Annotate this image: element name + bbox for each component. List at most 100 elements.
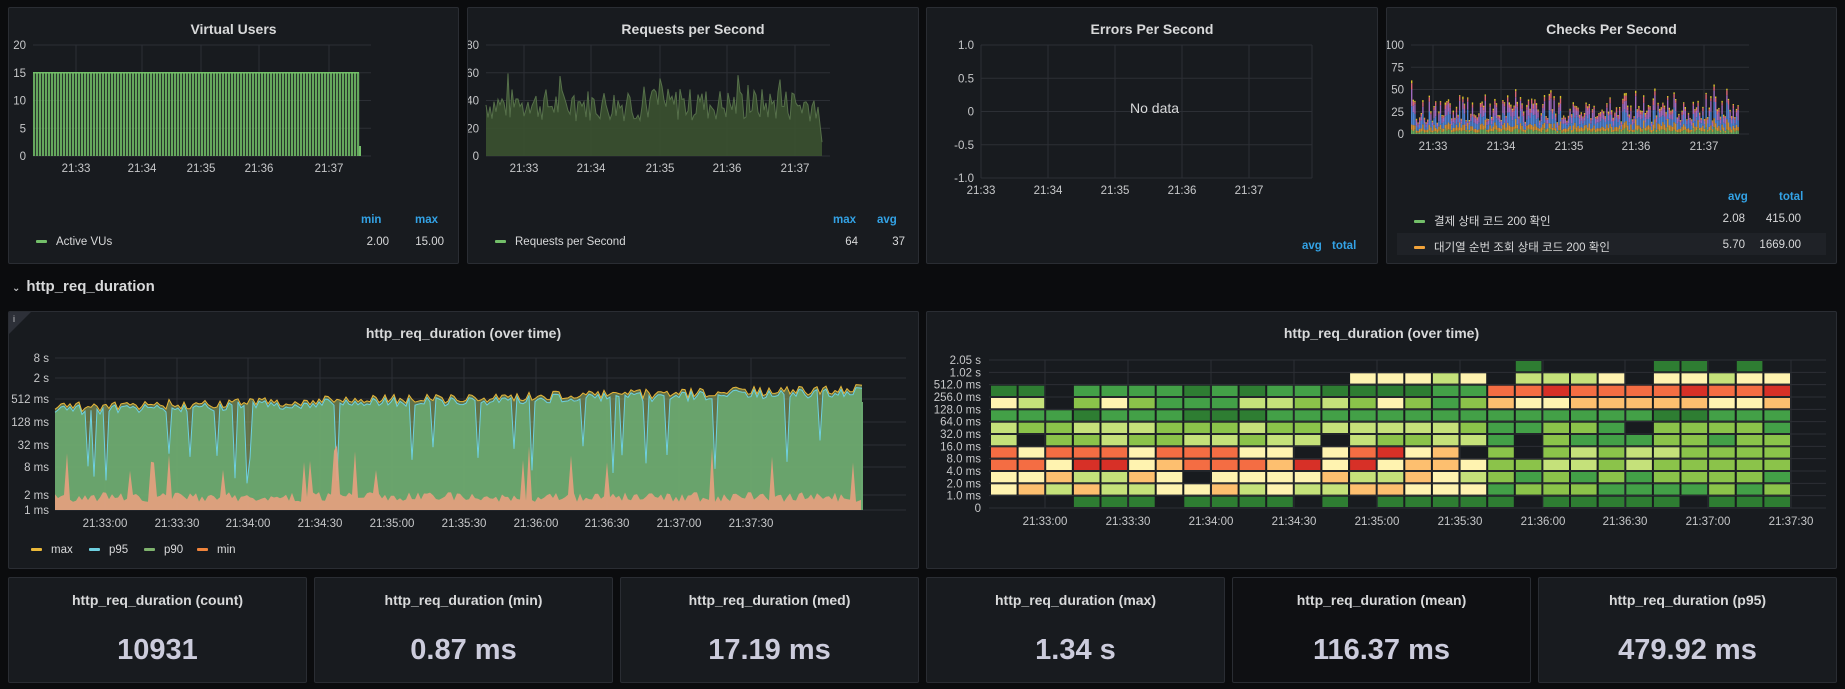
legend-header-avg[interactable]: avg: [1728, 191, 1748, 203]
stacked-bar: [1479, 124, 1482, 130]
legend-item-requests-per-second[interactable]: Requests per Second: [495, 236, 626, 248]
heatmap-cell: [991, 484, 1017, 495]
legend-header-total[interactable]: total: [1779, 191, 1804, 203]
stat-title[interactable]: http_req_duration (max): [994, 592, 1156, 608]
stacked-bar: [1623, 101, 1626, 110]
heatmap-cell: [1460, 410, 1487, 421]
legend-header-min[interactable]: min: [361, 214, 382, 226]
stacked-bar: [1516, 103, 1518, 107]
bar: [48, 72, 51, 156]
series-color-swatch: [495, 240, 506, 244]
stacked-bar: [1431, 125, 1434, 131]
stat-title[interactable]: http_req_duration (min): [384, 592, 543, 608]
bar: [78, 72, 81, 156]
legend-item-active-vus[interactable]: Active VUs: [36, 236, 112, 248]
stacked-bar: [1665, 112, 1667, 114]
stacked-bar: [1574, 117, 1576, 123]
stacked-bar: [1689, 123, 1691, 130]
legend-header-total[interactable]: total: [1332, 240, 1357, 252]
panel-title[interactable]: Virtual Users: [190, 21, 277, 37]
heatmap-cell: [1212, 496, 1238, 507]
legend-value-avg: 2.08: [1722, 213, 1745, 225]
heatmap-cell: [1571, 398, 1597, 409]
stacked-bar: [1731, 119, 1733, 124]
stacked-bar: [1433, 106, 1435, 108]
stacked-bar: [1583, 120, 1586, 126]
series-area-p90: [55, 387, 862, 510]
legend-label: Requests per Second: [515, 236, 626, 248]
stacked-bar: [1684, 107, 1686, 109]
stacked-bar: [1462, 96, 1464, 100]
bar: [123, 72, 126, 156]
stacked-bar: [1425, 132, 1427, 134]
heatmap-cell: [1681, 373, 1708, 384]
stacked-bar: [1518, 117, 1520, 119]
stat-title[interactable]: http_req_duration (med): [688, 592, 851, 608]
stacked-bar: [1667, 100, 1669, 110]
panel-title[interactable]: http_req_duration (over time): [365, 325, 562, 341]
stacked-bar: [1644, 114, 1646, 118]
info-corner[interactable]: [9, 312, 31, 334]
stacked-bar: [1478, 113, 1480, 115]
panel-title[interactable]: Requests per Second: [621, 21, 765, 37]
stacked-bar: [1563, 118, 1565, 124]
stacked-bar: [1726, 88, 1728, 91]
stacked-bar: [1598, 116, 1600, 123]
stacked-bar: [1483, 125, 1485, 130]
stacked-bar: [1508, 131, 1510, 134]
legend-header-max[interactable]: max: [833, 214, 857, 226]
stacked-bar: [1548, 110, 1550, 124]
heatmap-cell: [1736, 484, 1763, 495]
legend-label: min: [217, 544, 236, 556]
stacked-bar: [1651, 123, 1653, 127]
info-icon[interactable]: i: [13, 314, 15, 324]
heatmap-cell: [1432, 496, 1459, 507]
stacked-bar: [1611, 121, 1613, 127]
legend-header-avg[interactable]: avg: [1302, 240, 1322, 252]
stacked-bar: [1487, 120, 1490, 125]
stacked-bar: [1572, 112, 1574, 126]
legend-header-max[interactable]: max: [415, 214, 439, 226]
legend-item-max[interactable]: max: [31, 544, 73, 556]
bar: [39, 72, 42, 156]
legend-item-payment-check[interactable]: 결제 상태 코드 200 확인: [1414, 213, 1551, 229]
stacked-bar: [1451, 120, 1453, 126]
panel-title[interactable]: Checks Per Second: [1546, 21, 1677, 37]
legend-item-min[interactable]: min: [197, 544, 236, 556]
panel-title[interactable]: Errors Per Second: [1090, 21, 1214, 37]
legend-header-avg[interactable]: avg: [877, 214, 897, 226]
stacked-bar: [1492, 131, 1494, 134]
bar: [111, 72, 114, 156]
stacked-bar: [1457, 131, 1459, 134]
stacked-bar: [1547, 131, 1549, 134]
stat-title[interactable]: http_req_duration (count): [71, 592, 244, 608]
stacked-bar: [1687, 132, 1690, 134]
x-tick-label: 21:37: [1235, 185, 1264, 197]
stacked-bar: [1582, 123, 1584, 129]
heatmap-cell: [1405, 385, 1431, 396]
stat-title[interactable]: http_req_duration (p95): [1608, 592, 1767, 608]
stacked-bar: [1478, 122, 1480, 130]
chevron-down-icon[interactable]: ⌄: [12, 283, 21, 294]
stacked-bar: [1612, 129, 1614, 132]
row-header-http-req-duration[interactable]: ⌄ http_req_duration: [12, 278, 155, 295]
stacked-bar: [1631, 119, 1634, 120]
bar: [267, 72, 270, 156]
legend-item-queue-check[interactable]: 대기열 순번 조회 상태 코드 200 확인: [1414, 239, 1610, 255]
stacked-bar: [1585, 108, 1587, 116]
stacked-bar: [1617, 114, 1619, 116]
stacked-bar: [1527, 124, 1530, 129]
legend-item-p90[interactable]: p90: [144, 544, 183, 556]
legend-item-p95[interactable]: p95: [89, 544, 128, 556]
heatmap-cell: [1709, 422, 1735, 433]
bar: [285, 72, 288, 156]
stat-title[interactable]: http_req_duration (mean): [1296, 592, 1467, 608]
stacked-bar: [1415, 118, 1418, 120]
stacked-bar: [1435, 101, 1437, 103]
stacked-bar: [1551, 113, 1554, 120]
stacked-bar: [1651, 121, 1653, 123]
panel-title[interactable]: http_req_duration (over time): [1283, 325, 1480, 341]
bar: [303, 72, 306, 156]
x-tick-label: 21:35: [1555, 141, 1584, 153]
stacked-bar: [1523, 112, 1525, 116]
